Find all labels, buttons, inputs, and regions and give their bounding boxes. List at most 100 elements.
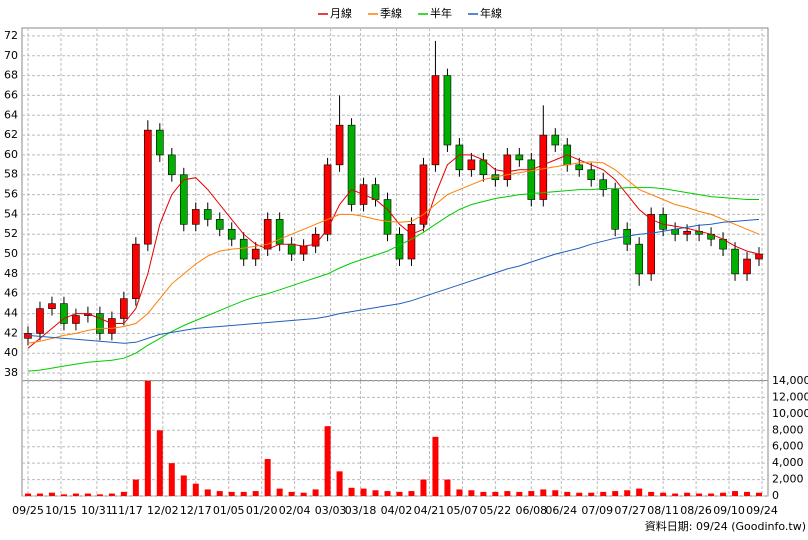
volume-bar [372, 490, 379, 496]
candle-body [227, 228, 236, 240]
x-tick-label: 01/20 [246, 504, 278, 517]
y-tick-label: 14,000 [772, 374, 808, 387]
volume-bar [396, 491, 403, 496]
volume-bar [708, 493, 715, 496]
y-tick-label: 42 [4, 326, 18, 339]
y-tick-label: 50 [4, 247, 18, 260]
volume-bar [516, 491, 523, 496]
candle-body [407, 224, 416, 260]
candle-body [144, 129, 152, 245]
legend-label: 月線 [330, 6, 352, 20]
volume-bar [180, 475, 187, 496]
y-tick-label: 60 [4, 148, 18, 161]
candle-body [515, 154, 524, 161]
x-tick-label: 05/22 [480, 504, 512, 517]
candle-body [96, 313, 104, 334]
ma-line [27, 154, 760, 349]
volume-bar [96, 494, 103, 496]
candle-body [383, 199, 392, 235]
volume-bar [600, 491, 607, 496]
volume-bar [48, 492, 55, 496]
y-tick-label: 38 [4, 366, 18, 379]
volume-bar [204, 489, 211, 496]
candle-body [132, 243, 140, 299]
x-tick-label: 03/03 [315, 504, 347, 517]
candle-body [611, 189, 620, 230]
volume-bar [552, 490, 559, 496]
volume-bar [276, 488, 283, 496]
candle-body [755, 253, 763, 260]
x-tick-label: 01/05 [213, 504, 245, 517]
candle-body [120, 298, 128, 319]
candle-body [731, 248, 739, 275]
candle-body [683, 230, 691, 235]
y-tick-label: 56 [4, 188, 18, 201]
y-tick-label: 8,000 [772, 423, 804, 436]
candle-body [647, 214, 655, 275]
volume-bar [300, 492, 307, 496]
x-tick-label: 08/26 [680, 504, 712, 517]
volume-bar [648, 491, 655, 496]
candle-body [371, 184, 380, 200]
candle-body [191, 209, 200, 225]
volume-bar [84, 493, 91, 496]
footer: 資料日期: 09/24 (Goodinfo.tw) [645, 519, 806, 533]
candle-body [635, 243, 643, 275]
x-tick-label: 06/24 [545, 504, 577, 517]
candle-body [299, 245, 308, 255]
x-tick-label: 10/31 [81, 504, 113, 517]
volume-bar [420, 479, 427, 496]
volume-bar [72, 493, 79, 496]
volume-bar [168, 463, 175, 496]
y-tick-label: 72 [4, 29, 18, 42]
candle-body [347, 124, 356, 205]
candle-body [599, 179, 608, 190]
x-tick-label: 06/08 [515, 504, 547, 517]
candle-body [503, 154, 512, 181]
candle-body [659, 214, 667, 230]
x-tick-label: 12/02 [147, 504, 179, 517]
candle-body [156, 129, 164, 156]
y-tick-label: 46 [4, 287, 18, 300]
x-tick-label: 07/09 [581, 504, 613, 517]
candle-body [587, 169, 596, 181]
volume-bar [576, 492, 583, 496]
volume-bar [240, 491, 247, 496]
ma-line [27, 218, 760, 344]
candle-body [539, 134, 548, 200]
volume-bar [528, 491, 535, 496]
volume-bar [24, 493, 31, 496]
candle-body [443, 75, 452, 146]
candle-body [108, 318, 116, 334]
x-tick-label: 03/18 [345, 504, 377, 517]
volume-bar [36, 493, 43, 496]
volume-bar [612, 491, 619, 496]
candle-body [287, 243, 296, 255]
volume-bar [336, 471, 343, 496]
y-tick-label: 12,000 [772, 390, 808, 403]
volume-bar [192, 483, 199, 496]
y-tick-label: 70 [4, 49, 18, 62]
volume-bar [636, 488, 643, 496]
volume-bar [504, 491, 511, 496]
y-tick-label: 2,000 [772, 473, 804, 486]
volume-bar [408, 491, 415, 496]
x-tick-label: 05/07 [447, 504, 479, 517]
volume-bar [720, 492, 727, 496]
x-tick-label: 09/25 [12, 504, 44, 517]
y-tick-label: 4,000 [772, 456, 804, 469]
y-tick-label: 54 [4, 207, 18, 220]
volume-bar [348, 487, 355, 496]
x-tick-label: 04/02 [381, 504, 413, 517]
volume-bar [216, 491, 223, 496]
legend-label: 半年 [430, 6, 452, 20]
volume-bar [480, 491, 487, 496]
volume-bar [132, 479, 139, 496]
candle-body [179, 174, 188, 225]
candle-body [60, 303, 68, 324]
y-tick-label: 68 [4, 69, 18, 82]
y-tick-label: 40 [4, 346, 18, 359]
y-tick-label: 48 [4, 267, 18, 280]
